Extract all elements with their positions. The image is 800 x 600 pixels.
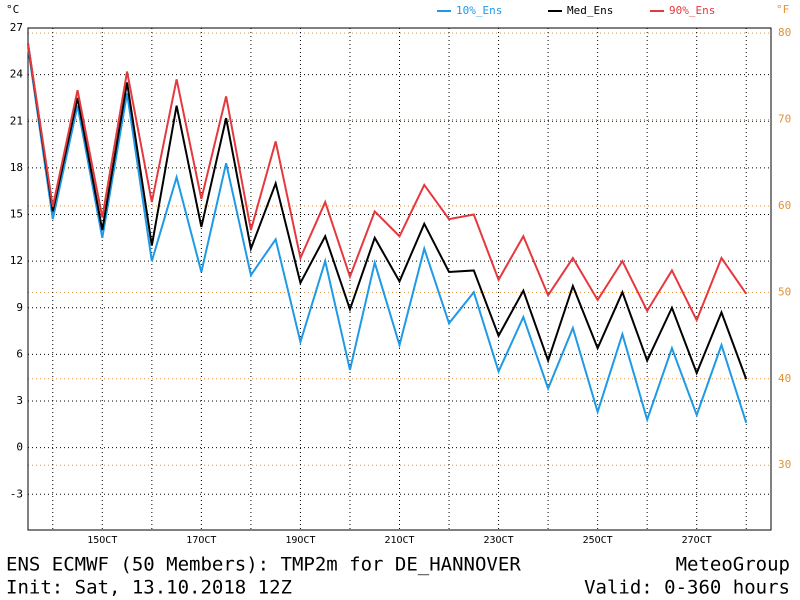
x-tick-label: 23OCT: [484, 535, 514, 546]
legend-label: 10%_Ens: [456, 4, 502, 17]
source: MeteoGroup: [676, 554, 790, 576]
x-tick-label: 15OCT: [87, 535, 117, 546]
x-tick-label: 19OCT: [285, 535, 315, 546]
x-tick-label: 17OCT: [186, 535, 216, 546]
legend-label: Med_Ens: [567, 4, 613, 17]
y-tick-label: 6: [16, 347, 23, 360]
y-tick-label: 12: [10, 254, 23, 267]
y-tick-label: 3: [16, 394, 23, 407]
y-tick-label: 15: [10, 208, 23, 221]
y-tick-label: 27: [10, 21, 23, 34]
y-tick-label: 18: [10, 161, 23, 174]
y-tick-label: -3: [10, 487, 23, 500]
x-tick-label: 27OCT: [682, 535, 712, 546]
chart-subtitle: Init: Sat, 13.10.2018 12Z: [6, 577, 292, 599]
x-tick-label: 25OCT: [583, 535, 613, 546]
y-tick-label: 9: [16, 301, 23, 314]
y2-tick-label: 40: [778, 372, 791, 385]
y2-unit: °F: [776, 3, 789, 16]
x-tick-label: 21OCT: [384, 535, 414, 546]
y2-tick-label: 80: [778, 26, 791, 39]
y2-tick-label: 50: [778, 285, 791, 298]
y-tick-label: 24: [10, 68, 24, 81]
plot-frame: [27, 27, 772, 531]
y-tick-label: 21: [10, 114, 23, 127]
y2-tick-label: 70: [778, 113, 791, 126]
series-line: [27, 46, 748, 424]
y2-tick-label: 30: [778, 458, 791, 471]
annotation: Valid: 0-360 hours: [584, 577, 790, 599]
legend-label: 90%_Ens: [669, 4, 715, 17]
series-line: [27, 43, 748, 380]
y-unit: °C: [6, 3, 19, 16]
y2-tick-label: 60: [778, 199, 791, 212]
chart-title: ENS ECMWF (50 Members): TMP2m for DE_HAN…: [6, 554, 521, 576]
y-tick-label: 0: [16, 441, 23, 454]
series-line: [27, 43, 748, 323]
